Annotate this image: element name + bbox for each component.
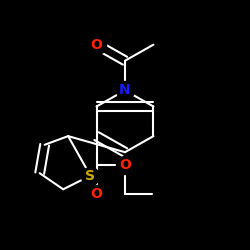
Text: O: O xyxy=(91,38,102,52)
Text: O: O xyxy=(119,158,131,172)
Text: N: N xyxy=(119,84,131,98)
Text: O: O xyxy=(91,187,102,201)
Text: S: S xyxy=(86,169,96,183)
